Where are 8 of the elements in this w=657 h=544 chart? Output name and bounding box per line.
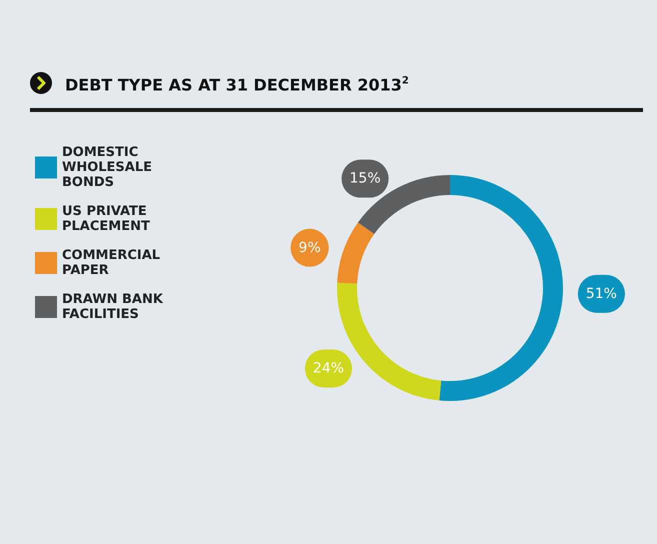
data-label: 24%	[312, 360, 344, 377]
legend-label: COMMERCIAL PAPER	[62, 248, 165, 278]
legend-label: DOMESTIC WHOLESALE BONDS	[62, 145, 157, 190]
legend-label: DRAWN BANK FACILITIES	[62, 292, 168, 322]
legend-label: US PRIVATE PLACEMENT	[62, 204, 152, 234]
data-label: 51%	[586, 286, 617, 302]
data-label: 15%	[350, 170, 381, 187]
data-label: 9%	[298, 240, 321, 256]
